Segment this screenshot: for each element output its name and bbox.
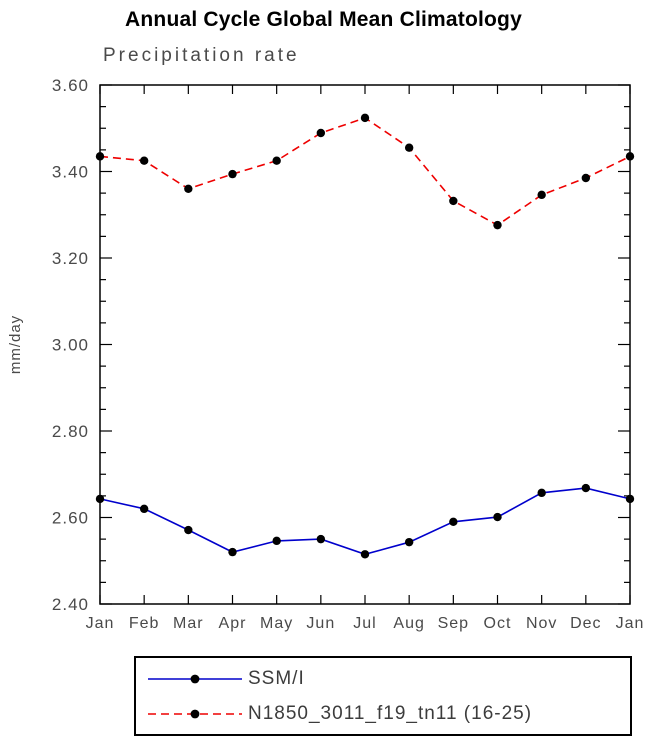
data-point (184, 525, 193, 535)
chart-subtitle: Precipitation rate (103, 45, 300, 66)
plot-area: 2.40 2.60 2.80 3.00 3.20 3.40 3.60 mm/day Jan Feb… (7, 76, 645, 632)
x-tick-label: Dec (570, 615, 601, 632)
legend-marker-dot (190, 709, 200, 718)
data-point (139, 156, 149, 165)
y-tick-label: 2.80 (52, 422, 89, 441)
series-line-1 (99, 117, 631, 227)
x-tick-label: Jan (616, 615, 645, 632)
legend-label: SSM/I (248, 667, 305, 689)
x-tick-label: Oct (484, 615, 512, 632)
data-point (316, 534, 326, 544)
data-point (581, 173, 591, 183)
x-axis: Jan Feb Mar Apr May Jun Jul Aug Sep Oct Nov Dec Jan (86, 85, 645, 632)
data-point (449, 517, 458, 527)
data-point (404, 537, 414, 547)
data-point (625, 152, 635, 161)
y-tick-label: 3.40 (52, 162, 89, 181)
legend-marker-dot (190, 674, 200, 683)
x-tick-label: Jan (86, 615, 115, 632)
data-point (316, 128, 326, 138)
data-point (360, 113, 370, 123)
x-tick-label: Jul (353, 615, 376, 632)
x-tick-label: Apr (219, 615, 247, 632)
data-point (184, 184, 193, 193)
y-tick-label: 2.40 (52, 595, 89, 614)
legend-line-sample (148, 709, 242, 718)
data-point (493, 220, 502, 230)
data-point (493, 512, 502, 522)
data-point (272, 156, 281, 165)
x-tick-label: Mar (173, 615, 204, 632)
y-tick-label: 3.60 (52, 76, 89, 95)
data-point (537, 488, 546, 498)
data-point (95, 152, 105, 161)
data-point (228, 547, 237, 557)
data-point (537, 190, 546, 200)
chart-title: Annual Cycle Global Mean Climatology (125, 8, 522, 31)
legend-line-sample (148, 674, 242, 683)
data-point (95, 494, 105, 504)
y-axis: 2.40 2.60 2.80 3.00 3.20 3.40 3.60 (52, 76, 630, 614)
data-point (404, 143, 414, 152)
y-tick-label: 2.60 (52, 508, 89, 527)
y-tick-label: 3.00 (52, 335, 89, 354)
data-point (625, 494, 635, 504)
x-tick-label: Feb (129, 615, 160, 632)
x-tick-label: Aug (393, 615, 424, 632)
x-tick-label: May (260, 615, 293, 632)
x-tick-label: Jun (306, 615, 335, 632)
data-point (139, 504, 149, 514)
data-point (360, 550, 370, 559)
data-point (581, 483, 591, 493)
legend-item-ssmi: SSM/I (144, 661, 622, 696)
y-tick-label: 3.20 (52, 249, 89, 268)
data-point (228, 169, 237, 179)
y-axis-label: mm/day (7, 315, 24, 374)
legend-item-model: N1850_3011_f19_tn11 (16-25) (144, 696, 622, 731)
legend-label: N1850_3011_f19_tn11 (16-25) (248, 702, 533, 724)
x-tick-label: Nov (526, 615, 557, 632)
data-point (449, 196, 458, 206)
legend: SSM/I N1850_3011_f19_tn11 (16-25) (134, 656, 632, 736)
series-line-0 (99, 487, 631, 556)
data-point (272, 536, 281, 546)
x-tick-label: Sep (438, 615, 469, 632)
